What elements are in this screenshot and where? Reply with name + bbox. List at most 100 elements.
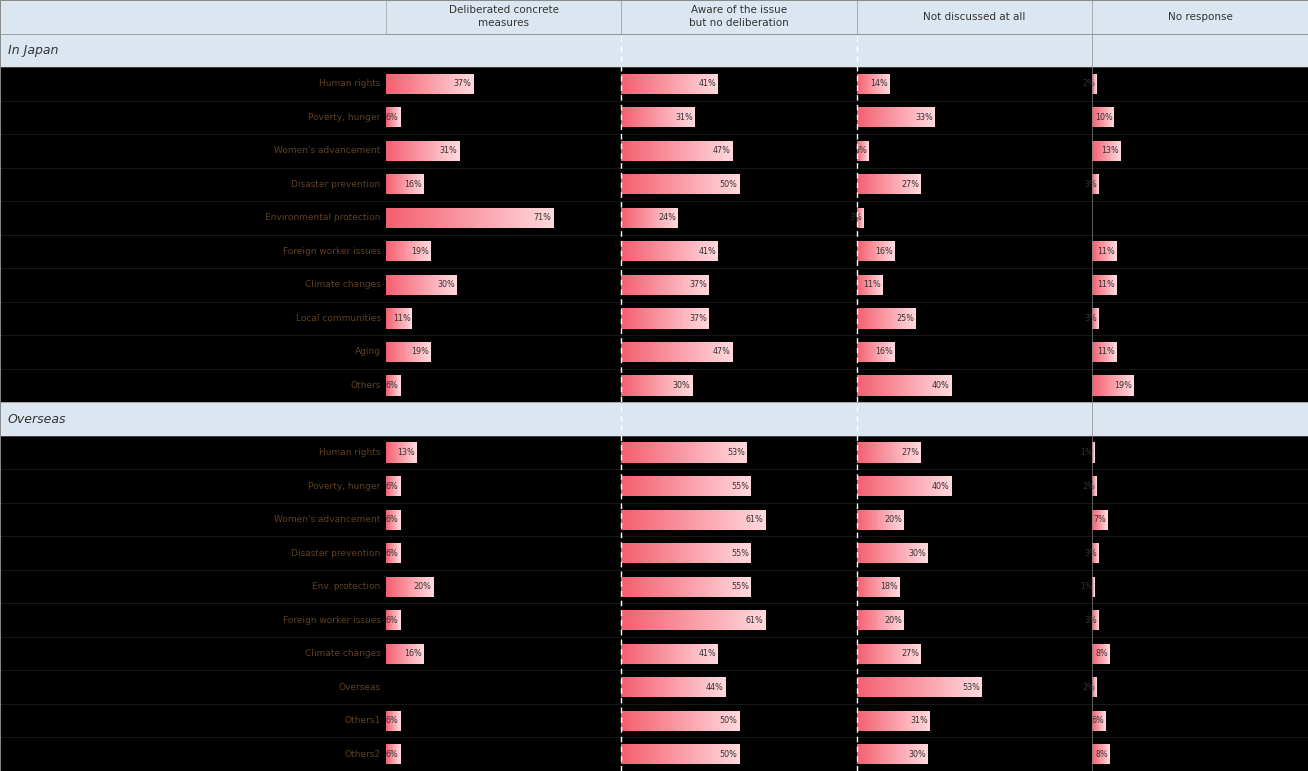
Bar <box>430 241 432 261</box>
Bar <box>896 107 897 127</box>
Bar <box>893 174 896 194</box>
Bar <box>664 677 667 697</box>
Bar <box>633 711 636 731</box>
Bar <box>889 241 891 261</box>
Bar <box>696 543 700 563</box>
Bar <box>437 141 439 161</box>
Bar <box>659 711 662 731</box>
Bar <box>922 711 925 731</box>
Bar <box>662 510 664 530</box>
Bar <box>691 375 693 396</box>
Bar <box>861 476 863 496</box>
Bar <box>402 644 403 664</box>
Bar <box>637 476 640 496</box>
Bar <box>879 174 882 194</box>
Bar <box>419 342 420 362</box>
Bar <box>629 241 632 261</box>
Bar <box>638 644 641 664</box>
Bar <box>863 74 865 94</box>
Bar <box>879 342 880 362</box>
Bar <box>882 510 883 530</box>
Bar <box>404 241 405 261</box>
Bar <box>399 141 402 161</box>
Bar <box>657 141 659 161</box>
Bar <box>640 342 642 362</box>
Bar <box>875 375 878 396</box>
Bar <box>698 241 701 261</box>
Bar <box>640 476 642 496</box>
Bar <box>409 241 411 261</box>
Bar <box>874 744 876 764</box>
Bar <box>390 644 392 664</box>
Bar <box>937 677 939 697</box>
Bar <box>895 510 896 530</box>
Bar <box>701 510 705 530</box>
Bar <box>734 610 736 630</box>
Bar <box>676 443 679 463</box>
Bar <box>879 443 880 463</box>
Bar <box>632 107 633 127</box>
Bar <box>684 577 687 597</box>
Bar <box>912 375 914 396</box>
Bar <box>421 342 424 362</box>
Bar <box>429 275 432 295</box>
Bar <box>647 543 650 563</box>
Bar <box>866 476 869 496</box>
Bar <box>865 241 866 261</box>
Bar <box>886 711 888 731</box>
Bar <box>698 476 702 496</box>
Bar <box>917 174 918 194</box>
Bar <box>633 610 636 630</box>
Bar <box>870 375 872 396</box>
Bar <box>870 610 871 630</box>
Bar <box>621 744 624 764</box>
Bar <box>710 74 713 94</box>
Bar <box>879 543 882 563</box>
Bar <box>867 644 869 664</box>
Bar <box>893 644 896 664</box>
Bar <box>904 308 905 328</box>
Bar <box>627 208 629 228</box>
Bar <box>1096 375 1097 396</box>
Bar <box>889 308 892 328</box>
Text: Climate changes: Climate changes <box>305 649 381 658</box>
Bar <box>903 610 904 630</box>
Bar <box>867 443 869 463</box>
Text: 3%: 3% <box>850 214 862 222</box>
Text: 31%: 31% <box>439 146 458 155</box>
Text: 37%: 37% <box>689 314 708 323</box>
Bar <box>649 375 650 396</box>
Bar <box>646 644 649 664</box>
Bar <box>638 677 641 697</box>
Bar <box>870 342 871 362</box>
Bar <box>858 744 861 764</box>
Bar <box>693 107 695 127</box>
Bar <box>865 174 866 194</box>
Bar <box>688 610 691 630</box>
Bar <box>859 577 861 597</box>
Bar <box>625 141 629 161</box>
Bar <box>891 510 892 530</box>
Bar <box>1120 375 1121 396</box>
Bar <box>692 107 693 127</box>
Bar <box>895 308 896 328</box>
Bar <box>858 74 859 94</box>
Bar <box>876 543 879 563</box>
Bar <box>644 141 646 161</box>
Bar <box>875 107 878 127</box>
Bar <box>678 375 680 396</box>
Bar <box>917 476 920 496</box>
Bar <box>653 342 655 362</box>
Bar <box>920 744 921 764</box>
Bar <box>685 744 688 764</box>
Bar <box>396 74 399 94</box>
Bar <box>456 141 458 161</box>
Bar <box>712 644 714 664</box>
Bar <box>701 174 704 194</box>
Bar <box>879 74 880 94</box>
Bar <box>930 476 933 496</box>
Bar <box>891 241 892 261</box>
Bar <box>679 241 681 261</box>
Bar <box>628 375 630 396</box>
Text: 10%: 10% <box>1095 113 1112 122</box>
